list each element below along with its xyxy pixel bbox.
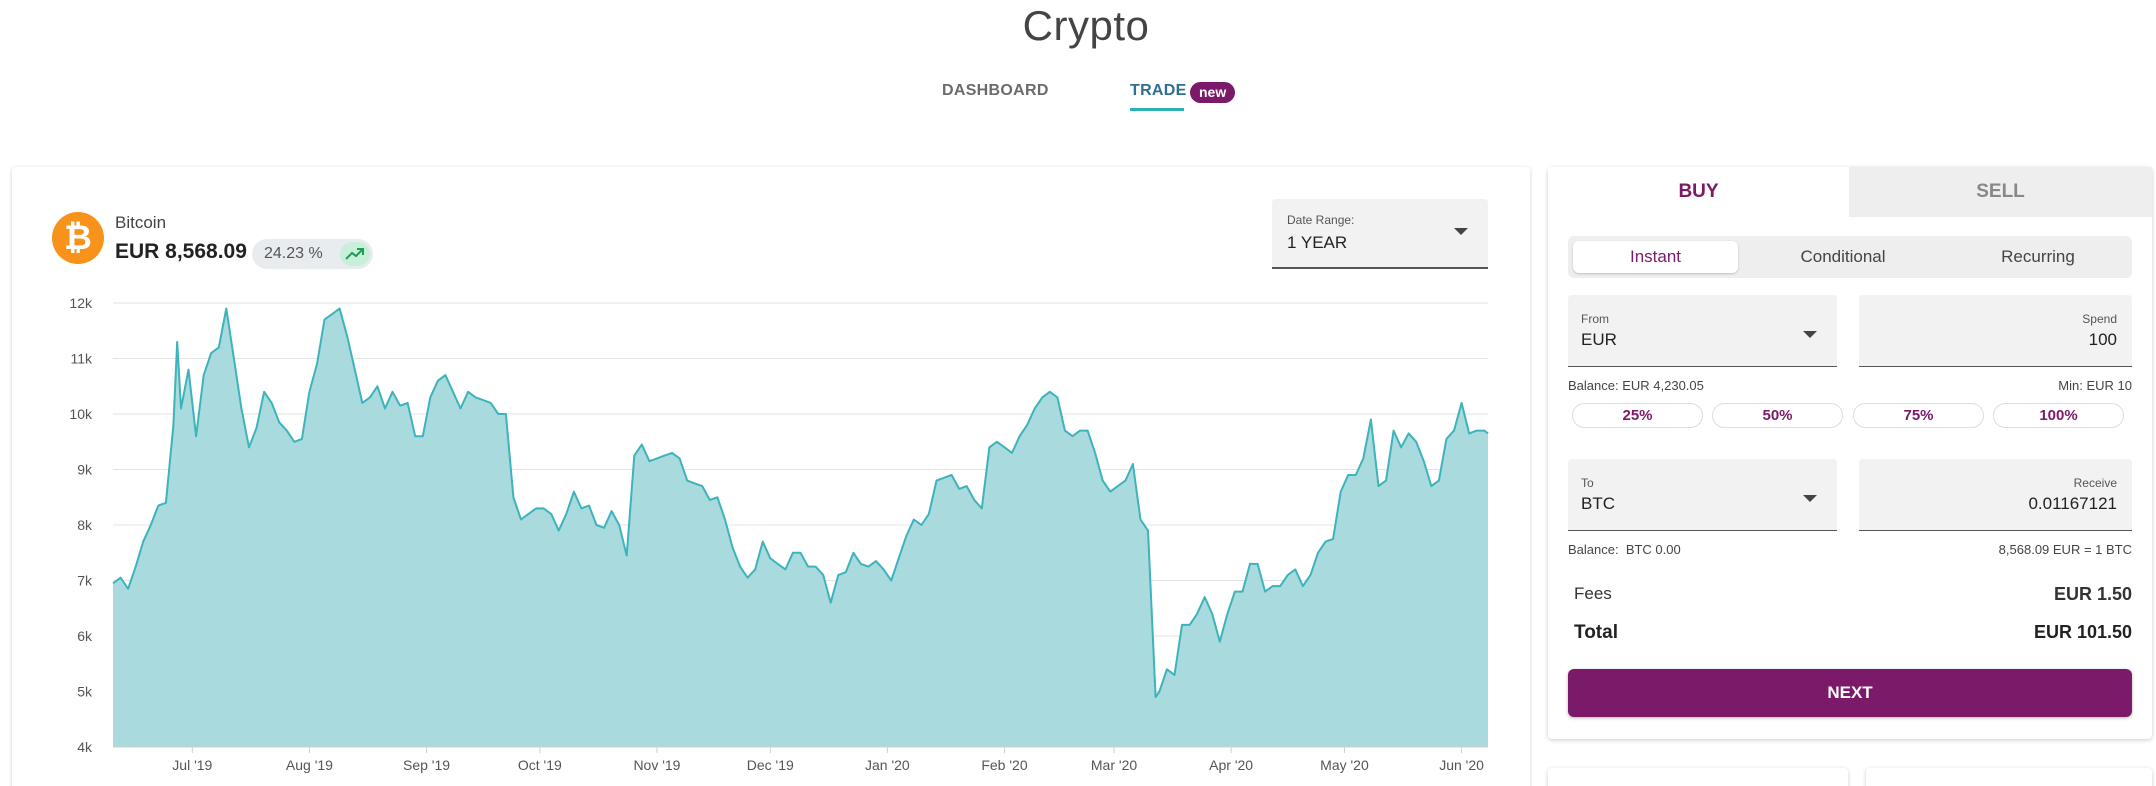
new-badge: new — [1190, 82, 1236, 103]
x-tick-label: Feb '20 — [981, 757, 1027, 773]
y-tick-label: 6k — [77, 628, 93, 644]
from-currency-select[interactable]: From EUR — [1568, 295, 1837, 367]
spend-value: 100 — [2088, 330, 2117, 349]
lower-card-right — [1866, 768, 2152, 786]
coin-name: Bitcoin — [115, 213, 167, 232]
x-tick-label: May '20 — [1320, 757, 1369, 773]
date-range-value: 1 YEAR — [1287, 233, 1348, 252]
to-balance: Balance: BTC 0.00 — [1568, 542, 1681, 557]
x-tick-label: Jun '20 — [1439, 757, 1484, 773]
y-tick-label: 5k — [77, 684, 93, 700]
x-tick-label: Jul '19 — [172, 757, 212, 773]
x-tick-label: Dec '19 — [747, 757, 794, 773]
mode-conditional[interactable]: Conditional — [1800, 247, 1886, 266]
to-currency-select[interactable]: To BTC — [1568, 459, 1837, 531]
main-nav: DASHBOARD TRADE new — [0, 82, 2156, 122]
order-mode-switch: Instant Conditional Recurring — [1568, 236, 2132, 278]
date-range-label: Date Range: — [1287, 213, 1355, 227]
chevron-down-icon — [1803, 331, 1817, 338]
y-tick-label: 7k — [77, 573, 93, 589]
price-change-value: 24.23 % — [264, 245, 323, 262]
lower-card-left — [1548, 768, 1848, 786]
fees-label: Fees — [1574, 584, 1612, 603]
to-value: BTC — [1581, 494, 1615, 513]
y-tick-label: 11k — [70, 351, 93, 367]
x-tick-label: Sep '19 — [403, 757, 450, 773]
price-change-badge: 24.23 % — [252, 239, 373, 269]
x-tick-label: Nov '19 — [633, 757, 680, 773]
chevron-down-icon — [1454, 228, 1468, 235]
x-tick-label: Oct '19 — [518, 757, 562, 773]
from-value: EUR — [1581, 330, 1617, 349]
exchange-rate: 8,568.09 EUR = 1 BTC — [1998, 542, 2132, 557]
tab-trade-label: TRADE — [1130, 82, 1187, 99]
x-tick-label: Mar '20 — [1091, 757, 1137, 773]
x-tick-label: Apr '20 — [1209, 757, 1253, 773]
total-value: EUR 101.50 — [2033, 622, 2132, 642]
y-tick-label: 12k — [69, 295, 93, 311]
bitcoin-icon: ₿ — [52, 212, 104, 264]
y-tick-label: 10k — [69, 406, 93, 422]
date-range-select[interactable]: Date Range: 1 YEAR — [1272, 199, 1488, 269]
price-area-chart: 4k 5k 6k 7k 8k 9k 10k 11k 12k Jul '19 Aug '19 Sep '… — [69, 295, 1489, 773]
mode-instant[interactable]: Instant — [1573, 241, 1738, 273]
y-tick-label: 4k — [77, 739, 93, 755]
minimum-amount: Min: EUR 10 — [2058, 378, 2132, 393]
y-tick-label: 8k — [77, 517, 93, 533]
receive-input[interactable]: Receive 0.01167121 — [1859, 459, 2132, 531]
percent-100-button[interactable]: 100% — [1993, 403, 2124, 428]
x-tick-label: Aug '19 — [286, 757, 333, 773]
spend-label: Spend — [2082, 312, 2117, 326]
tab-sell[interactable]: SELL — [1849, 167, 2152, 217]
next-button[interactable]: NEXT — [1568, 669, 2132, 717]
tab-dashboard[interactable]: DASHBOARD — [942, 82, 1049, 99]
from-label: From — [1581, 312, 1609, 326]
trending-up-icon — [340, 242, 370, 266]
series-area — [113, 308, 1488, 747]
tab-trade[interactable]: TRADE — [1130, 82, 1187, 111]
percent-25-button[interactable]: 25% — [1572, 403, 1703, 428]
coin-price: EUR 8,568.09 — [115, 240, 247, 263]
active-tab-indicator — [1130, 108, 1184, 111]
chevron-down-icon — [1803, 495, 1817, 502]
spend-input[interactable]: Spend 100 — [1859, 295, 2132, 367]
from-balance: Balance: EUR 4,230.05 — [1568, 378, 1704, 393]
mode-recurring[interactable]: Recurring — [2001, 247, 2075, 266]
x-tick-label: Jan '20 — [865, 757, 910, 773]
price-chart-card: ₿ Bitcoin EUR 8,568.09 24.23 % Date Rang… — [12, 167, 1530, 786]
percent-75-button[interactable]: 75% — [1853, 403, 1984, 428]
fees-value: EUR 1.50 — [2053, 584, 2132, 604]
percent-50-button[interactable]: 50% — [1712, 403, 1843, 428]
trade-panel: BUY SELL Instant Conditional Recurring F… — [1548, 167, 2152, 739]
y-tick-label: 9k — [77, 462, 93, 478]
receive-value: 0.01167121 — [2028, 494, 2117, 513]
receive-label: Receive — [2073, 476, 2117, 490]
page-title: Crypto — [1022, 2, 1150, 49]
tab-buy[interactable]: BUY — [1548, 167, 1849, 217]
total-label: Total — [1574, 622, 1618, 643]
to-label: To — [1581, 476, 1594, 490]
series-line — [112, 307, 1489, 698]
